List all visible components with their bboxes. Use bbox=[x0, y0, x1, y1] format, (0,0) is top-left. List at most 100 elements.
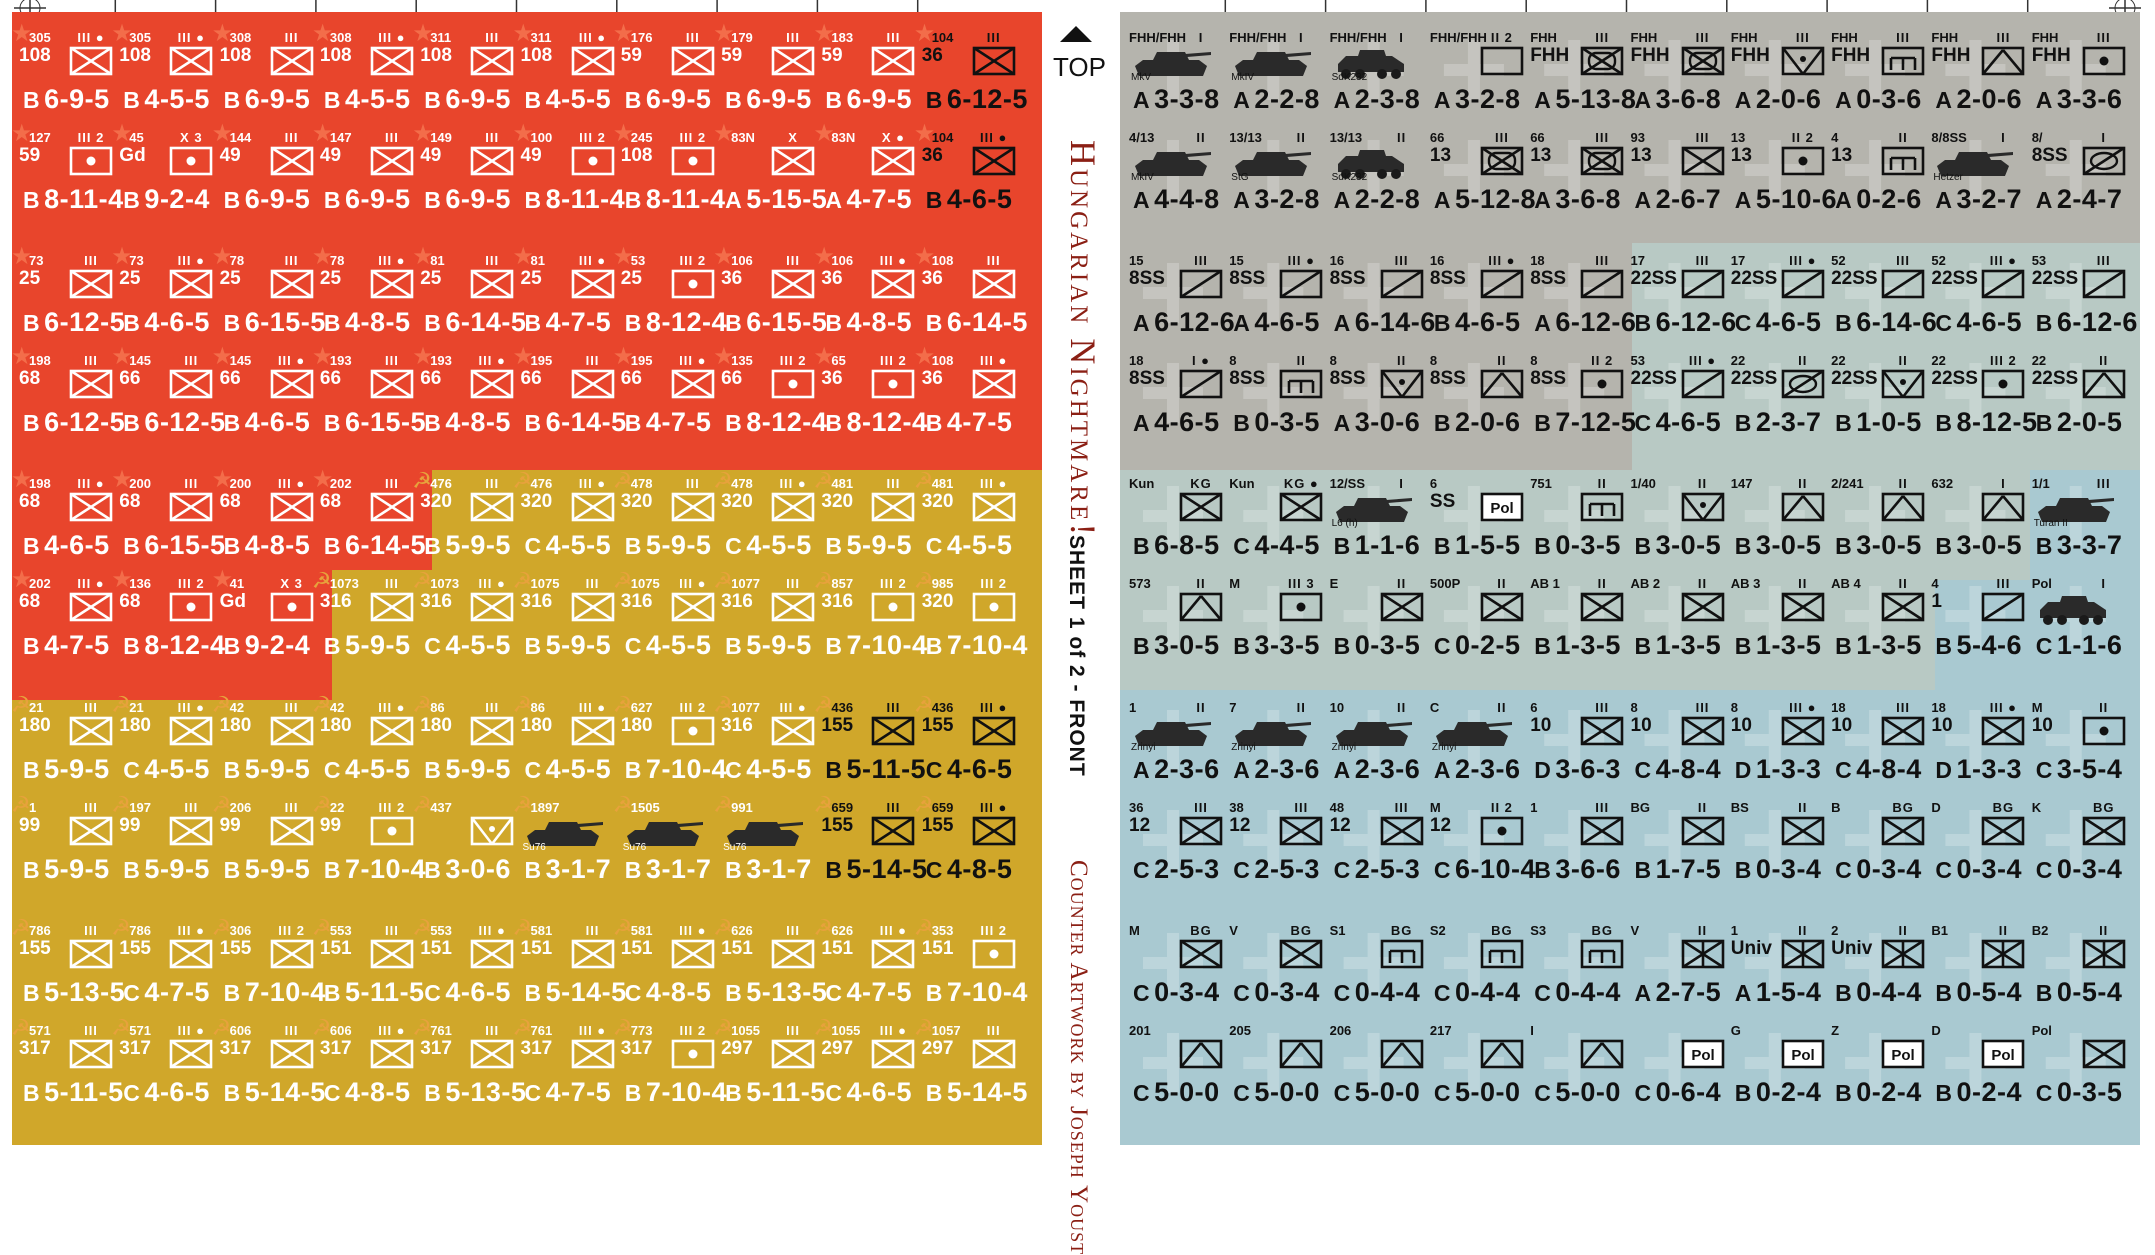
unit-counter[interactable]: ☭ 581 151 III ● C 4-8-5 bbox=[613, 917, 717, 1023]
unit-counter[interactable]: ☭ 478 320 III ● C 4-5-5 bbox=[713, 470, 817, 576]
unit-counter[interactable]: ☭ 606 317 III ● C 4-8-5 bbox=[312, 1017, 416, 1123]
unit-counter[interactable]: 66 13 III A 3-6-8 bbox=[1526, 130, 1626, 230]
unit-counter[interactable]: ★ 200 68 III ● B 4-8-5 bbox=[212, 468, 316, 576]
unit-counter[interactable]: ★ 308 108 III ● B 4-5-5 bbox=[312, 22, 416, 130]
unit-counter[interactable]: ★ 127 59 III 2 B 8-11-4 bbox=[11, 122, 123, 230]
unit-counter[interactable]: ☭ 571 317 III ● C 4-6-5 bbox=[111, 1017, 215, 1123]
unit-counter[interactable]: 6 SS Pol B 1-5-5 bbox=[1426, 476, 1526, 576]
unit-counter[interactable]: ☭ 1057 297 III B 5-14-5 bbox=[914, 1017, 1028, 1123]
unit-counter[interactable]: 18 10 III C 4-8-4 bbox=[1827, 700, 1927, 800]
unit-counter[interactable]: ★ 65 36 III 2 B 8-12-4 bbox=[813, 345, 927, 453]
unit-counter[interactable]: ☭ 476 320 III B 5-9-5 bbox=[412, 470, 516, 576]
unit-counter[interactable]: 13/13 II StG A 3-2-8 bbox=[1225, 130, 1325, 230]
unit-counter[interactable]: 217 C 5-0-0 bbox=[1426, 1023, 1526, 1123]
unit-counter[interactable]: ★ 78 25 III B 6-15-5 bbox=[212, 245, 326, 353]
unit-counter[interactable]: ★ 245 108 III 2 B 8-11-4 bbox=[613, 122, 725, 230]
unit-counter[interactable]: 48 12 III C 2-5-3 bbox=[1326, 800, 1426, 900]
unit-counter[interactable]: ☭ 659 155 III B 5-14-5 bbox=[813, 794, 927, 900]
unit-counter[interactable]: ☭ 21 180 III B 5-9-5 bbox=[11, 694, 115, 800]
unit-counter[interactable]: ☭ 42 180 III ● C 4-5-5 bbox=[312, 694, 416, 800]
unit-counter[interactable]: M 12 II 2 C 6-10-4 bbox=[1426, 800, 1536, 900]
unit-counter[interactable]: BS II B 0-3-4 bbox=[1727, 800, 1827, 900]
unit-counter[interactable]: ★ 179 59 III B 6-9-5 bbox=[713, 22, 817, 130]
unit-counter[interactable]: G Pol B 0-2-4 bbox=[1727, 1023, 1827, 1123]
unit-counter[interactable]: ★ 202 68 III B 6-14-5 bbox=[312, 468, 426, 576]
unit-counter[interactable]: ☭ 42 180 III B 5-9-5 bbox=[212, 694, 316, 800]
unit-counter[interactable]: ★ 311 108 III B 6-9-5 bbox=[412, 22, 516, 130]
unit-counter[interactable]: B BG C 0-3-4 bbox=[1827, 800, 1927, 900]
unit-counter[interactable]: ☭ 436 155 III B 5-11-5 bbox=[813, 694, 925, 800]
unit-counter[interactable]: ☭ 553 151 III B 5-11-5 bbox=[312, 917, 424, 1023]
unit-counter[interactable]: FHH FHH III A 3-6-8 bbox=[1627, 30, 1727, 130]
unit-counter[interactable]: ★ 100 49 III 2 B 8-11-4 bbox=[513, 122, 625, 230]
unit-counter[interactable]: ☭ 626 151 III B 5-13-5 bbox=[713, 917, 827, 1023]
unit-counter[interactable]: 206 C 5-0-0 bbox=[1326, 1023, 1426, 1123]
unit-counter[interactable]: ☭ 606 317 III B 5-14-5 bbox=[212, 1017, 326, 1123]
unit-counter[interactable]: ★ 308 108 III B 6-9-5 bbox=[212, 22, 316, 130]
unit-counter[interactable]: M III 3 B 3-3-5 bbox=[1225, 576, 1325, 676]
unit-counter[interactable]: ☭ 353 151 III 2 B 7-10-4 bbox=[914, 917, 1028, 1023]
unit-counter[interactable]: AB 1 II B 1-3-5 bbox=[1526, 576, 1626, 676]
unit-counter[interactable]: M BG C 0-3-4 bbox=[1125, 923, 1225, 1023]
unit-counter[interactable]: ☭ 786 155 III ● C 4-7-5 bbox=[111, 917, 215, 1023]
unit-counter[interactable]: 38 12 III C 2-5-3 bbox=[1225, 800, 1325, 900]
unit-counter[interactable]: ☭ 1073 316 III B 5-9-5 bbox=[312, 570, 416, 676]
unit-counter[interactable]: ☭ 86 180 III B 5-9-5 bbox=[412, 694, 516, 800]
unit-counter[interactable]: ☭ 21 180 III ● C 4-5-5 bbox=[111, 694, 215, 800]
unit-counter[interactable]: ★ 106 36 III B 6-15-5 bbox=[713, 245, 827, 353]
unit-counter[interactable]: 18 8SS III A 6-12-6 bbox=[1526, 253, 1636, 353]
unit-counter[interactable]: 751 II B 0-3-5 bbox=[1526, 476, 1626, 576]
unit-counter[interactable]: 500P II C 0-2-5 bbox=[1426, 576, 1526, 676]
unit-counter[interactable]: 1/1 III Turan II B 3-3-7 bbox=[2028, 476, 2128, 576]
unit-counter[interactable]: 8 8SS II B 2-0-6 bbox=[1426, 353, 1526, 453]
unit-counter[interactable]: 13/13 II SdK232 A 2-2-8 bbox=[1326, 130, 1426, 230]
unit-counter[interactable]: 17 22SS III ● C 4-6-5 bbox=[1727, 253, 1827, 353]
unit-counter[interactable]: ☭ 773 317 III 2 B 7-10-4 bbox=[613, 1017, 727, 1123]
unit-counter[interactable]: 4 1 III B 5-4-6 bbox=[1927, 576, 2027, 676]
unit-counter[interactable]: Pol C 0-3-5 bbox=[2028, 1023, 2128, 1123]
unit-counter[interactable]: ★ 145 66 III ● B 4-6-5 bbox=[212, 345, 316, 453]
unit-counter[interactable]: ☭ 481 320 III ● C 4-5-5 bbox=[914, 470, 1018, 576]
unit-counter[interactable]: Pol I C 1-1-6 bbox=[2028, 576, 2128, 676]
unit-counter[interactable]: ★ 305 108 III ● B 4-5-5 bbox=[111, 22, 215, 130]
unit-counter[interactable]: C II Zrinyi A 2-3-6 bbox=[1426, 700, 1526, 800]
unit-counter[interactable]: ★ 136 68 III 2 B 8-12-4 bbox=[111, 568, 225, 676]
unit-counter[interactable]: 8 8SS II B 0-3-5 bbox=[1225, 353, 1325, 453]
unit-counter[interactable]: ☭ 627 180 III 2 B 7-10-4 bbox=[613, 694, 727, 800]
unit-counter[interactable]: ☭ 1055 297 III B 5-11-5 bbox=[713, 1017, 825, 1123]
unit-counter[interactable]: ★ 176 59 III B 6-9-5 bbox=[613, 22, 717, 130]
unit-counter[interactable]: ☭ 86 180 III ● C 4-5-5 bbox=[513, 694, 617, 800]
unit-counter[interactable]: ★ 73 25 III B 6-12-5 bbox=[11, 245, 125, 353]
unit-counter[interactable]: 7 II Zrinyi A 2-3-6 bbox=[1225, 700, 1325, 800]
unit-counter[interactable]: FHH FHH III A 3-3-6 bbox=[2028, 30, 2128, 130]
unit-counter[interactable]: 573 II B 3-0-5 bbox=[1125, 576, 1225, 676]
unit-counter[interactable]: ☭ 985 320 III 2 B 7-10-4 bbox=[914, 570, 1028, 676]
unit-counter[interactable]: 22 22SS II B 2-0-5 bbox=[2028, 353, 2128, 453]
unit-counter[interactable]: FHH/FHH I SdK232 A 2-3-8 bbox=[1326, 30, 1426, 130]
unit-counter[interactable]: E II B 0-3-5 bbox=[1326, 576, 1426, 676]
unit-counter[interactable]: ☭ 1897 Su76 B 3-1-7 bbox=[513, 794, 617, 900]
unit-counter[interactable]: ☭ 786 155 III B 5-13-5 bbox=[11, 917, 125, 1023]
unit-counter[interactable]: Kun KG ● C 4-4-5 bbox=[1225, 476, 1325, 576]
unit-counter[interactable]: ☭ 857 316 III 2 B 7-10-4 bbox=[813, 570, 927, 676]
unit-counter[interactable]: 93 13 III A 2-6-7 bbox=[1627, 130, 1727, 230]
unit-counter[interactable]: ☭ 626 151 III ● C 4-7-5 bbox=[813, 917, 917, 1023]
unit-counter[interactable]: ★ 195 66 III ● B 4-7-5 bbox=[613, 345, 717, 453]
unit-counter[interactable]: ★ 305 108 III ● B 6-9-5 bbox=[11, 22, 115, 130]
unit-counter[interactable]: V BG C 0-3-4 bbox=[1225, 923, 1325, 1023]
unit-counter[interactable]: 12/SS I L6 (h) B 1-1-6 bbox=[1326, 476, 1426, 576]
unit-counter[interactable]: ★ 73 25 III ● B 4-6-5 bbox=[111, 245, 215, 353]
unit-counter[interactable]: ★ 53 25 III 2 B 8-12-4 bbox=[613, 245, 727, 353]
unit-counter[interactable]: ☭ 197 99 III B 5-9-5 bbox=[111, 794, 215, 900]
unit-counter[interactable]: 22 22SS II B 1-0-5 bbox=[1827, 353, 1927, 453]
unit-counter[interactable]: 4 13 II A 0-2-6 bbox=[1827, 130, 1927, 230]
unit-counter[interactable]: 52 22SS III B 6-14-6 bbox=[1827, 253, 1937, 353]
unit-counter[interactable]: 15 8SS III ● A 4-6-5 bbox=[1225, 253, 1325, 353]
unit-counter[interactable]: ☭ 761 317 III B 5-13-5 bbox=[412, 1017, 526, 1123]
unit-counter[interactable]: 4/13 II MkIV A 4-4-8 bbox=[1125, 130, 1225, 230]
unit-counter[interactable]: FHH/FHH II 2 A 3-2-8 bbox=[1426, 30, 1526, 130]
unit-counter[interactable]: I C 5-0-0 bbox=[1526, 1023, 1626, 1123]
unit-counter[interactable]: ☭ 306 155 III 2 B 7-10-4 bbox=[212, 917, 326, 1023]
unit-counter[interactable]: ☭ 1075 316 III ● C 4-5-5 bbox=[613, 570, 717, 676]
unit-counter[interactable]: S3 BG C 0-4-4 bbox=[1526, 923, 1626, 1023]
